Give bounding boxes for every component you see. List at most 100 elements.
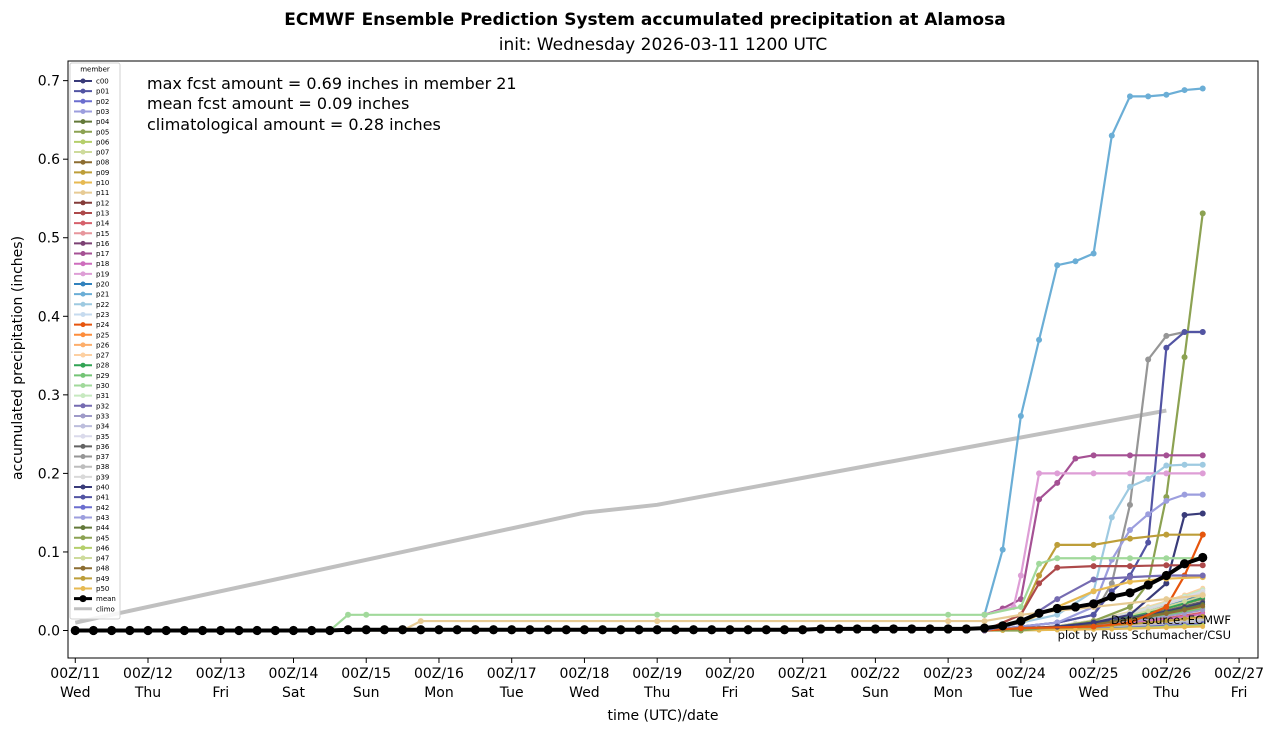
mean-series-point bbox=[1052, 603, 1062, 614]
legend-label: p17 bbox=[96, 250, 109, 258]
legend-entry-p06: p06 bbox=[74, 138, 110, 146]
member-p32-point bbox=[1090, 576, 1097, 583]
legend-entry-p43: p43 bbox=[74, 514, 109, 522]
legend-entry-p31: p31 bbox=[74, 392, 109, 400]
legend-label: p21 bbox=[96, 291, 109, 299]
member-p48-point bbox=[1200, 603, 1206, 609]
legend-label: p03 bbox=[96, 108, 109, 116]
mean-series-point bbox=[743, 625, 753, 635]
legend-label: p11 bbox=[96, 189, 109, 197]
legend-label: p26 bbox=[96, 341, 110, 349]
legend-label: p10 bbox=[96, 179, 109, 187]
legend-entry-p10: p10 bbox=[74, 179, 109, 187]
member-p17-point bbox=[1163, 452, 1170, 459]
legend-label: p09 bbox=[96, 169, 109, 177]
legend-label: p40 bbox=[96, 484, 109, 492]
legend-entry-climo: climo bbox=[74, 605, 115, 613]
legend-entry-c00: c00 bbox=[74, 78, 109, 86]
x-tick-0: 00Z/11 Wed bbox=[50, 658, 100, 701]
member-p45-point bbox=[1199, 210, 1206, 217]
legend-title: member bbox=[80, 66, 110, 74]
legend-entry-p39: p39 bbox=[74, 473, 109, 481]
axes-frame bbox=[67, 60, 1259, 659]
member-p32-point bbox=[1054, 596, 1061, 603]
mean-series-point bbox=[834, 624, 844, 634]
x-tick-16: 00Z/27 Fri bbox=[1214, 658, 1264, 701]
legend-swatch-marker bbox=[80, 119, 86, 125]
mean-series bbox=[70, 552, 1208, 636]
legend-label: p31 bbox=[96, 392, 109, 400]
legend-swatch-marker bbox=[80, 413, 86, 419]
legend-entry-p01: p01 bbox=[74, 88, 109, 96]
member-p17-point bbox=[1126, 452, 1133, 459]
member-p30-point bbox=[654, 611, 661, 618]
x-tick-day-label: Tue bbox=[499, 685, 524, 701]
member-p43-point bbox=[1163, 497, 1170, 504]
mean-series-point bbox=[70, 625, 80, 636]
legend-label: p36 bbox=[96, 443, 110, 451]
x-tick-day-label: Mon bbox=[424, 685, 454, 701]
legend-entry-p26: p26 bbox=[74, 341, 110, 349]
member-p50-point bbox=[1073, 627, 1078, 633]
legend-label: p08 bbox=[96, 159, 109, 167]
member-p10-point bbox=[1090, 588, 1097, 595]
legend-swatch-marker bbox=[80, 494, 86, 500]
x-tick-2: 00Z/13 Fri bbox=[196, 658, 246, 701]
member-p30-point bbox=[945, 611, 952, 618]
legend-entry-p05: p05 bbox=[74, 128, 109, 136]
legend-label: c00 bbox=[96, 78, 109, 86]
legend-entry-p02: p02 bbox=[74, 98, 109, 106]
legend-label: p16 bbox=[96, 240, 110, 248]
member-p17-line bbox=[984, 454, 1203, 616]
member-p30-point bbox=[1036, 560, 1043, 567]
x-tick-label: 00Z/11 bbox=[50, 666, 100, 682]
x-tick-day-label: Wed bbox=[1078, 685, 1109, 701]
legend-label: p33 bbox=[96, 412, 109, 420]
x-tick-day-label: Wed bbox=[569, 685, 600, 701]
legend-label: p04 bbox=[96, 118, 110, 126]
legend-swatch-marker bbox=[80, 474, 86, 480]
member-p50-point bbox=[1127, 626, 1133, 632]
member-p17-point bbox=[1199, 452, 1206, 459]
x-tick-11: 00Z/22 Sun bbox=[850, 658, 900, 701]
climo-amount-annotation: climatological amount = 0.28 inches bbox=[147, 115, 441, 134]
legend-swatch-marker bbox=[79, 595, 87, 603]
member-p50-point bbox=[1200, 624, 1206, 629]
member-p22-point bbox=[1163, 462, 1170, 469]
legend-label: p50 bbox=[96, 585, 109, 593]
legend-entry-p45: p45 bbox=[74, 534, 109, 542]
mean-series-point bbox=[234, 625, 244, 636]
data-source-credit: Data source: ECMWF bbox=[1111, 613, 1231, 627]
mean-series-point bbox=[525, 625, 535, 635]
member-p17-point bbox=[1090, 452, 1097, 459]
mean-amount-annotation: mean fcst amount = 0.09 inches bbox=[147, 94, 409, 113]
x-tick-day-label: Sat bbox=[282, 685, 305, 701]
member-p41-line bbox=[984, 330, 1203, 632]
x-tick-label: 00Z/17 bbox=[487, 666, 537, 682]
legend-label: p05 bbox=[96, 128, 109, 136]
mean-series-point bbox=[961, 624, 971, 634]
legend-swatch-marker bbox=[80, 180, 86, 185]
legend-label: p27 bbox=[96, 352, 109, 360]
member-p24-point bbox=[1126, 619, 1133, 626]
legend-swatch-marker bbox=[80, 251, 86, 257]
member-p21-point bbox=[1126, 93, 1133, 100]
legend-swatch-marker bbox=[80, 565, 86, 571]
x-tick-day-label: Thu bbox=[134, 685, 161, 701]
member-p21 bbox=[981, 85, 1206, 618]
member-p32-point bbox=[1199, 572, 1206, 579]
y-tick-5: 0.5 bbox=[38, 231, 68, 247]
legend-entry-p04: p04 bbox=[74, 118, 110, 126]
y-tick-label: 0.6 bbox=[38, 152, 60, 168]
member-p09-point bbox=[1163, 531, 1170, 538]
legend-label: p45 bbox=[96, 534, 109, 542]
legend-label: p30 bbox=[96, 382, 109, 390]
legend-swatch-marker bbox=[80, 98, 86, 104]
legend-swatch-marker bbox=[80, 240, 86, 246]
x-tick-day-label: Sat bbox=[791, 685, 814, 701]
legend-swatch-marker bbox=[80, 311, 86, 317]
member-p43-line bbox=[984, 493, 1203, 632]
member-p24-point bbox=[1199, 531, 1206, 538]
legend-label: p39 bbox=[96, 473, 109, 481]
member-p19-point bbox=[1036, 470, 1043, 477]
